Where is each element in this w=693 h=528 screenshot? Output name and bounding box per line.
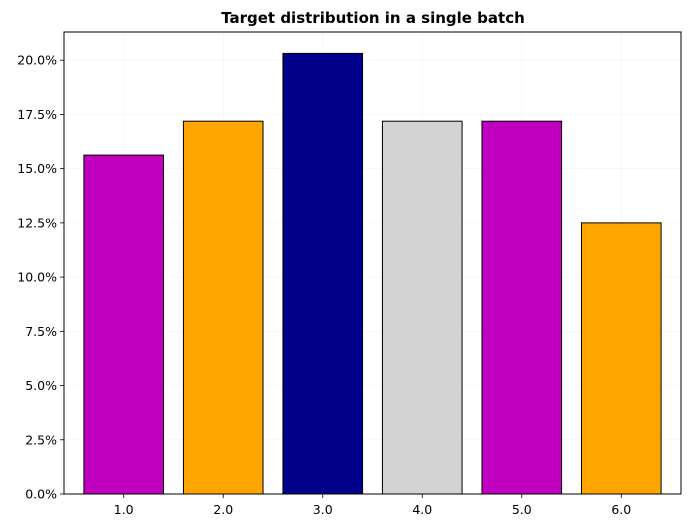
plot-frame (63, 31, 682, 495)
y-axis-ticks: 0.0% 2.5% 5.0% 7.5% 10.0% 12.5% 15.0% 17.5% 20.0… (17, 53, 64, 502)
axes-layer (63, 31, 682, 495)
bars-layer (83, 52, 662, 495)
bar-2.0 (182, 120, 264, 495)
y-tick-label: 5.0% (25, 378, 57, 393)
y-tick-label: 10.0% (17, 270, 57, 285)
y-tick-label: 15.0% (17, 161, 57, 176)
y-tick-label: 0.0% (25, 487, 57, 502)
x-tick-label: 1.0 (114, 502, 134, 517)
y-tick-label: 17.5% (17, 107, 57, 122)
bar-1.0 (83, 154, 165, 495)
y-tick-label: 7.5% (25, 324, 57, 339)
x-tick-label: 3.0 (313, 502, 333, 517)
bar-5.0 (481, 120, 563, 495)
x-tick-label: 5.0 (512, 502, 532, 517)
bar-6.0 (580, 222, 662, 495)
y-tick-label: 12.5% (17, 215, 57, 230)
x-axis-ticks: 1.0 2.0 3.0 4.0 5.0 6.0 (114, 494, 631, 517)
bar-3.0 (282, 52, 364, 495)
y-tick-label: 2.5% (25, 432, 57, 447)
x-tick-label: 2.0 (213, 502, 233, 517)
x-tick-label: 6.0 (611, 502, 631, 517)
chart-title: Target distribution in a single batch (221, 9, 525, 27)
y-tick-label: 20.0% (17, 53, 57, 68)
bar-4.0 (381, 120, 463, 495)
x-tick-label: 4.0 (412, 502, 432, 517)
